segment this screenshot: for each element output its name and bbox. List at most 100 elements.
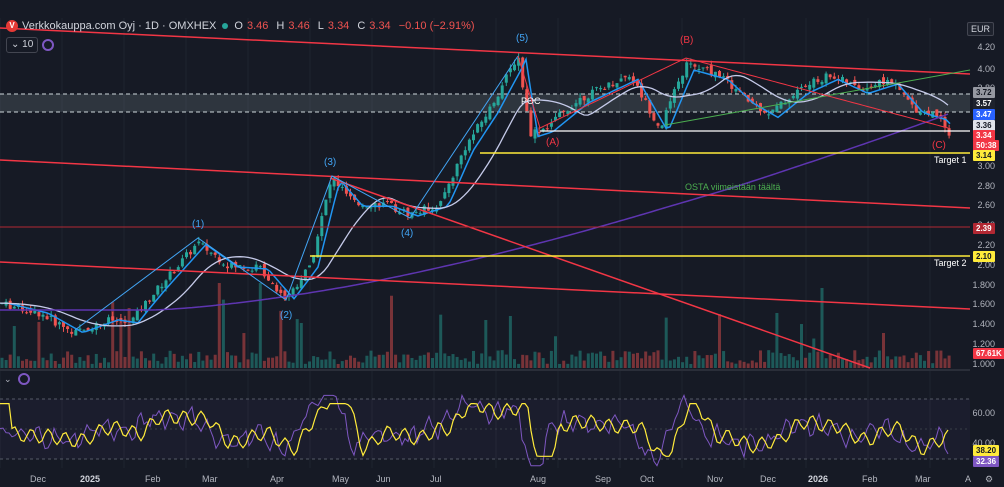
symbol-name[interactable]: Verkkokauppa.com Oyj · 1D · OMXHEX (22, 20, 217, 32)
volume-bar (303, 363, 307, 368)
volume-bar (361, 362, 365, 368)
candle-body (828, 74, 832, 78)
candle-body (193, 245, 197, 255)
volume-bar (49, 353, 53, 368)
candle-body (209, 252, 213, 254)
volume-bar (504, 354, 508, 368)
volume-bar (459, 359, 463, 368)
time-tick-label: 2026 (808, 474, 829, 484)
volume-bar (644, 351, 648, 368)
candle-body (672, 89, 676, 103)
time-tick-label: Mar (915, 474, 931, 484)
volume-bar (754, 362, 758, 368)
candle-body (898, 84, 902, 91)
volume-bar (914, 352, 918, 368)
volume-bar (574, 356, 578, 368)
candle-body (607, 82, 611, 88)
currency-selector[interactable]: EUR (966, 22, 994, 36)
volume-bar (693, 351, 697, 368)
rsi-settings-icon[interactable] (17, 373, 30, 385)
volume-bar (529, 360, 533, 368)
volume-bar (213, 354, 217, 368)
candle-body (841, 76, 844, 82)
indicator-toolbar: ⌄ 10 (6, 37, 55, 53)
candle-body (111, 316, 115, 321)
volume-bar (672, 359, 676, 368)
low-value: 3.34 (327, 20, 350, 32)
candle-body (377, 203, 381, 208)
candle-body (918, 112, 922, 115)
volume-bar (705, 355, 709, 368)
volume-bar (418, 355, 422, 368)
indicators-toggle-button[interactable]: ⌄ 10 (6, 37, 39, 53)
volume-bar (139, 351, 143, 368)
wave-3-label: (3) (324, 157, 337, 168)
candle-body (369, 207, 373, 209)
volume-bar (804, 357, 808, 368)
indicator-circle-icon[interactable] (42, 39, 55, 51)
candle-body (693, 64, 697, 67)
candle-body (426, 207, 430, 211)
volume-bar (189, 353, 193, 368)
volume-bar (590, 352, 594, 368)
price-tick-label: 4.00 (977, 64, 995, 74)
volume-bar (902, 355, 906, 368)
candle-body (529, 110, 533, 137)
volume-bar (123, 356, 127, 368)
volume-bar (131, 356, 135, 368)
volume-bar (287, 361, 291, 368)
candle-body (554, 116, 557, 121)
candle-body (217, 257, 221, 263)
candle-body (537, 131, 541, 134)
ema-fast-line (9, 56, 951, 333)
candle-body (533, 129, 537, 139)
volume-bar (324, 359, 328, 368)
candle-body (373, 203, 377, 208)
candle-body (882, 77, 885, 85)
indicator-count: 10 (22, 39, 34, 50)
price-tag: 3.36 (973, 120, 995, 131)
candle-body (660, 125, 664, 128)
candle-body (508, 68, 512, 73)
volume-bar (738, 360, 742, 368)
volume-bar (431, 357, 434, 368)
collapse-icon[interactable]: ⌄ (4, 373, 12, 384)
candle-body (230, 262, 234, 268)
candle-body (29, 309, 33, 313)
open-value: 3.46 (246, 20, 269, 32)
candle-body (267, 275, 270, 281)
market-status-icon (222, 23, 229, 29)
candle-body (791, 95, 795, 99)
candle-body (332, 178, 336, 187)
candle-body (258, 266, 262, 268)
ema-mid-line (0, 74, 949, 327)
poc-label: POC (521, 96, 541, 106)
volume-bar (455, 356, 459, 368)
settings-gear-icon[interactable]: ⚙ (985, 474, 994, 484)
candle-body (545, 128, 549, 130)
volume-bar (373, 356, 377, 368)
wave-5-label: (5) (516, 33, 529, 44)
candle-body (779, 101, 783, 109)
volume-bar (701, 358, 705, 368)
volume-bar (488, 356, 492, 368)
price-tag: 67.61K (973, 348, 1004, 359)
candle-body (164, 280, 168, 289)
volume-bar (537, 352, 541, 368)
volume-bar (62, 357, 65, 368)
volume-bar (611, 350, 615, 368)
volume-bar (394, 354, 398, 368)
candle-body (107, 317, 111, 324)
candle-body (250, 270, 254, 272)
candle-body (767, 114, 771, 116)
candle-body (623, 75, 627, 78)
candle-body (664, 110, 668, 128)
candle-body (135, 310, 139, 321)
volume-bar (668, 360, 672, 368)
volume-bar (172, 353, 176, 368)
volume-bar (562, 360, 566, 368)
time-tick-label: Apr (270, 474, 285, 484)
candle-body (873, 85, 877, 87)
volume-bar (447, 356, 451, 368)
